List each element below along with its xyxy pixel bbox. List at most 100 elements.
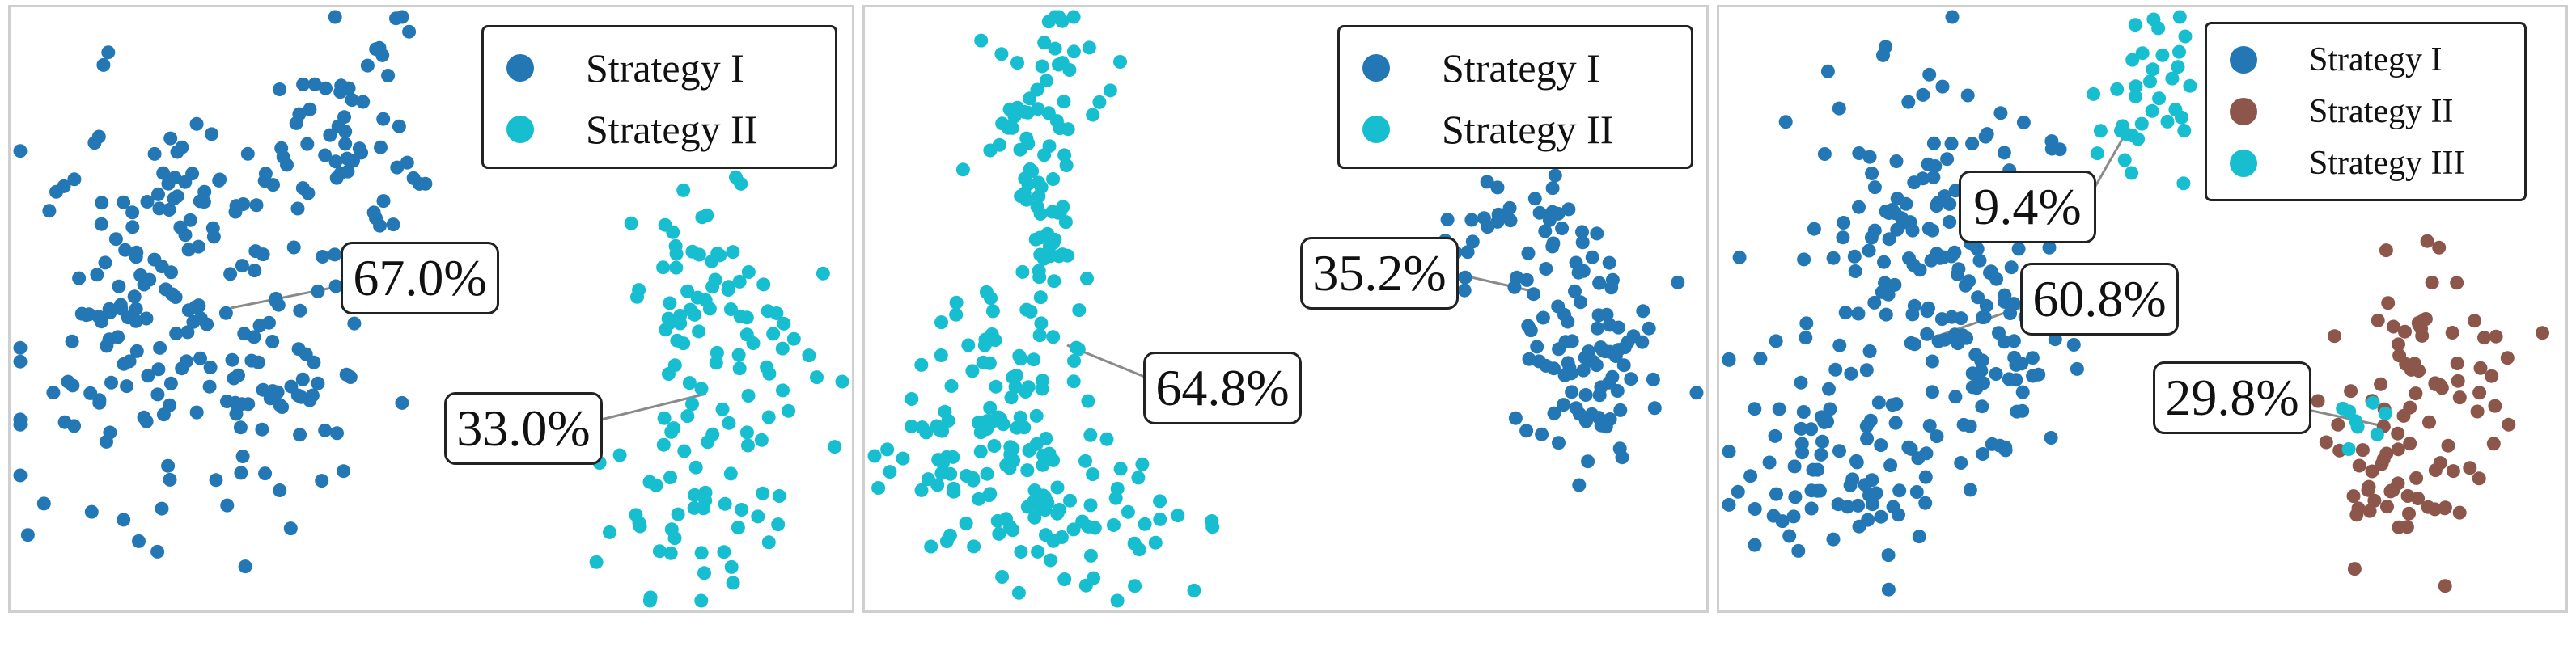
scatter-point-strategy-2 [999, 458, 1014, 472]
scatter-point-strategy-1 [1951, 267, 1964, 281]
scatter-point-strategy-1 [1874, 509, 1888, 524]
scatter-point-strategy-1 [286, 240, 301, 255]
scatter-point-strategy-1 [189, 405, 204, 420]
scatter-point-strategy-1 [1799, 331, 1813, 345]
scatter-point-strategy-1 [295, 181, 310, 196]
scatter-point-strategy-2 [694, 382, 709, 396]
scatter-point-strategy-1 [175, 361, 189, 376]
legend-label: Strategy II [1442, 107, 1614, 152]
scatter-point-strategy-1 [1796, 405, 1811, 419]
scatter-point-strategy-2 [2472, 386, 2487, 400]
scatter-point-strategy-2 [680, 284, 695, 298]
scatter-point-strategy-1 [328, 10, 342, 24]
scatter-point-strategy-1 [2015, 385, 2030, 399]
scatter-point-strategy-2 [2362, 479, 2376, 494]
scatter-point-strategy-2 [802, 348, 816, 363]
scatter-point-strategy-1 [205, 221, 220, 235]
scatter-point-strategy-1 [1557, 368, 1572, 382]
scatter-point-strategy-1 [1945, 310, 1959, 324]
scatter-point-strategy-1 [189, 116, 204, 131]
scatter-point-strategy-2 [967, 539, 981, 554]
scatter-point-strategy-2 [1066, 374, 1081, 389]
scatter-point-strategy-1 [13, 340, 28, 355]
scatter-point-strategy-2 [642, 475, 657, 489]
scatter-point-strategy-1 [84, 504, 99, 519]
scatter-point-strategy-2 [2422, 415, 2436, 429]
scatter-point-strategy-2 [1110, 593, 1125, 608]
scatter-point-strategy-1 [1867, 295, 1882, 310]
scatter-point-strategy-2 [943, 466, 958, 481]
legend-panel-3: Strategy I Strategy II Strategy III [2205, 22, 2527, 201]
scatter-point-strategy-2 [883, 465, 897, 479]
scatter-point-strategy-2 [709, 356, 723, 370]
scatter-point-strategy-1 [118, 243, 133, 257]
scatter-point-strategy-2 [987, 439, 1002, 453]
scatter-point-strategy-3 [2128, 18, 2142, 32]
scatter-point-strategy-1 [173, 220, 188, 234]
scatter-point-strategy-2 [2433, 456, 2447, 471]
scatter-point-strategy-2 [688, 307, 701, 322]
scatter-point-strategy-1 [303, 393, 317, 407]
scatter-point-strategy-2 [810, 370, 824, 385]
scatter-point-strategy-1 [1561, 202, 1576, 217]
scatter-point-strategy-2 [777, 316, 791, 331]
scatter-point-strategy-2 [775, 341, 790, 356]
scatter-point-strategy-2 [726, 576, 740, 590]
scatter-point-strategy-2 [1037, 36, 1052, 50]
scatter-point-strategy-1 [319, 81, 333, 95]
scatter-point-strategy-2 [673, 316, 688, 331]
scatter-point-strategy-1 [111, 330, 125, 344]
scatter-point-strategy-2 [2432, 240, 2447, 255]
scatter-point-strategy-2 [632, 283, 646, 298]
scatter-point-strategy-2 [2411, 492, 2426, 505]
scatter-point-strategy-2 [1015, 264, 1030, 279]
scatter-point-strategy-1 [1788, 490, 1803, 504]
scatter-point-strategy-1 [1642, 321, 1656, 336]
scatter-point-strategy-1 [265, 335, 280, 348]
scatter-point-strategy-1 [337, 464, 351, 479]
scatter-point-strategy-2 [715, 402, 730, 416]
scatter-point-strategy-2 [669, 247, 684, 261]
scatter-point-strategy-1 [1545, 181, 1560, 196]
scatter-point-strategy-1 [1851, 498, 1866, 513]
scatter-point-strategy-3 [2165, 71, 2180, 86]
scatter-point-strategy-1 [2004, 260, 2019, 275]
scatter-point-strategy-2 [1110, 481, 1125, 496]
scatter-point-strategy-1 [213, 172, 227, 187]
scatter-point-strategy-1 [1847, 249, 1862, 264]
scatter-point-strategy-1 [125, 220, 140, 234]
scatter-point-strategy-2 [1048, 232, 1062, 247]
scatter-point-strategy-2 [1128, 579, 1142, 593]
scatter-point-strategy-1 [1791, 543, 1806, 558]
scatter-point-strategy-1 [1782, 529, 1797, 543]
scatter-point-strategy-2 [1135, 457, 1150, 471]
scatter-point-strategy-2 [1034, 316, 1049, 331]
scatter-point-strategy-2 [643, 590, 658, 605]
scatter-point-strategy-1 [1858, 478, 1872, 492]
scatter-point-strategy-1 [1527, 287, 1540, 302]
scatter-point-strategy-2 [732, 274, 747, 289]
scatter-point-strategy-2 [762, 366, 777, 381]
scatter-point-strategy-2 [1053, 121, 1067, 136]
scatter-point-strategy-1 [163, 376, 178, 390]
scatter-point-strategy-2 [914, 483, 929, 497]
scatter-point-strategy-2 [2488, 399, 2502, 413]
scatter-point-strategy-1 [1907, 175, 1921, 190]
scatter-point-strategy-1 [1552, 436, 1566, 450]
scatter-point-strategy-2 [2450, 357, 2464, 370]
scatter-point-strategy-1 [1527, 192, 1542, 206]
scatter-point-strategy-1 [1547, 361, 1561, 376]
scatter-point-strategy-1 [2010, 404, 2024, 419]
scatter-point-strategy-1 [1879, 307, 1893, 322]
scatter-point-strategy-3 [2168, 103, 2183, 116]
scatter-point-strategy-2 [1006, 441, 1020, 456]
scatter-point-strategy-2 [2391, 426, 2405, 441]
scatter-point-strategy-2 [1031, 544, 1045, 559]
scatter-point-strategy-1 [1998, 288, 2012, 302]
scatter-point-strategy-2 [1052, 10, 1066, 24]
scatter-point-strategy-3 [2152, 91, 2167, 106]
callout-leader-line [2090, 136, 2125, 194]
scatter-point-strategy-1 [1975, 399, 1989, 414]
scatter-point-strategy-1 [139, 311, 154, 326]
scatter-point-strategy-2 [867, 449, 882, 463]
